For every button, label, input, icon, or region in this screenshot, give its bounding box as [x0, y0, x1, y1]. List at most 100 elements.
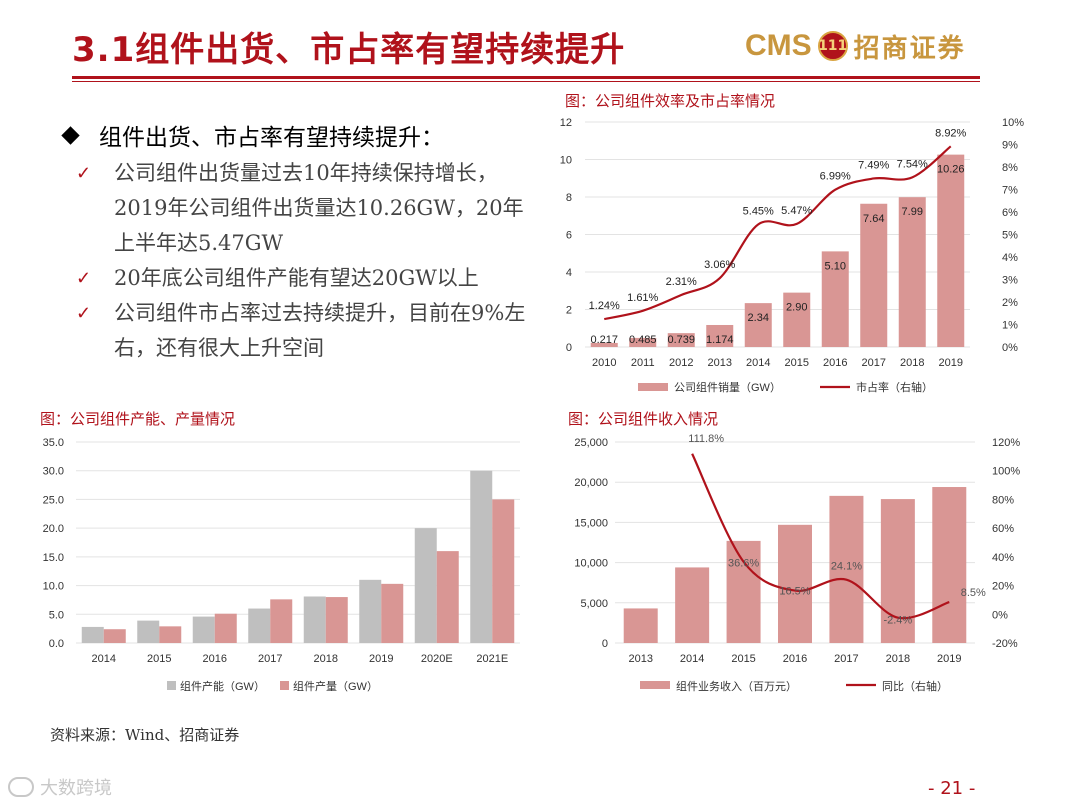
- x-tick-label: 2019: [369, 653, 393, 665]
- y-tick-label: 0: [602, 638, 608, 650]
- x-tick-label: 2013: [628, 653, 652, 665]
- x-tick-label: 2014: [746, 357, 770, 369]
- y2-tick-label: 3%: [1002, 275, 1018, 287]
- y2-tick-label: 8%: [1002, 162, 1018, 174]
- bar: [821, 251, 849, 347]
- data-label: 0.485: [629, 334, 657, 346]
- bar: [932, 487, 967, 643]
- line-data-label: 111.8%: [688, 433, 724, 445]
- list-item-text: 公司组件出货量过去10年持续保持增长，2019年公司组件出货量达10.26GW，…: [114, 161, 524, 255]
- data-label: 0.739: [667, 334, 695, 346]
- list-item-text: 公司组件市占率过去持续提升，目前在9%左右，还有很大上升空间: [114, 301, 526, 360]
- bar-capacity: [470, 470, 493, 643]
- x-tick-label: 2015: [785, 357, 809, 369]
- efficiency-share-chart: 0 2 4 6 8 10 12 0% 1% 2% 3% 4% 5% 6% 7% 8% 9% 10% 0.217 201…: [560, 117, 1024, 394]
- watermark-logo-icon: [8, 777, 34, 797]
- line-data-label: 3.06%: [704, 259, 735, 271]
- brand-logo: CMS 111 招商证券: [745, 26, 966, 66]
- line-data-label: 5.45%: [743, 205, 774, 217]
- diamond-bullet-icon: [61, 125, 80, 145]
- legend-label: 组件产量（GW）: [293, 679, 378, 693]
- y-tick-label: 25.0: [43, 494, 64, 506]
- line-data-label: 8.5%: [961, 587, 986, 599]
- line-data-label: 7.54%: [897, 158, 928, 170]
- series-line-yoy: [691, 453, 950, 620]
- y2-tick-label: 9%: [1002, 140, 1018, 152]
- list-item: ✓ 公司组件市占率过去持续提升，目前在9%左右，还有很大上升空间: [58, 296, 528, 366]
- y2-tick-label: 10%: [1002, 117, 1024, 129]
- x-tick-label: 2021E: [476, 653, 508, 665]
- bar-output: [436, 551, 459, 643]
- data-label: 0.217: [590, 334, 618, 346]
- y2-tick-label: -20%: [992, 638, 1018, 650]
- line-data-label: 16.5%: [779, 586, 810, 598]
- x-tick-label: 2018: [900, 357, 924, 369]
- bar: [778, 524, 812, 643]
- chart-title-capacity: 图：公司组件产能、产量情况: [40, 410, 236, 428]
- bar-capacity: [81, 626, 104, 643]
- y2-tick-label: 20%: [992, 581, 1014, 593]
- data-label: 2.90: [786, 302, 807, 314]
- line-data-label: 6.99%: [820, 171, 851, 183]
- key-points: 组件出货、市占率有望持续提升： ✓ 公司组件出货量过去10年持续保持增长，201…: [58, 118, 528, 366]
- y-tick-label: 25,000: [574, 437, 608, 449]
- line-data-label: 2.31%: [666, 276, 697, 288]
- data-label: 1.174: [706, 334, 734, 346]
- legend-swatch-output: [280, 681, 289, 690]
- legend-label: 市占率（右轴）: [856, 380, 933, 394]
- y2-tick-label: 40%: [992, 552, 1014, 564]
- bar: [590, 342, 618, 347]
- watermark-text: 大数跨境: [40, 778, 112, 799]
- y2-tick-label: 4%: [1002, 252, 1018, 264]
- logo-badge-icon: 111: [817, 31, 848, 61]
- x-tick-label: 2013: [708, 357, 732, 369]
- legend-label: 同比（右轴）: [882, 679, 948, 693]
- x-tick-label: 2017: [834, 653, 858, 665]
- list-item: ✓ 20年底公司组件产能有望达20GW以上: [58, 261, 528, 296]
- y2-tick-label: 7%: [1002, 185, 1018, 197]
- page-number: - 21 -: [928, 778, 976, 799]
- bar-capacity: [359, 579, 382, 643]
- bar-capacity: [303, 596, 326, 643]
- y2-tick-label: 0%: [992, 609, 1008, 621]
- y-tick-label: 0: [566, 342, 572, 354]
- y-tick-label: 20,000: [574, 477, 608, 489]
- y-tick-label: 30.0: [43, 466, 64, 478]
- data-label: 7.64: [863, 213, 884, 225]
- x-tick-label: 2016: [783, 653, 807, 665]
- x-tick-label: 2018: [886, 653, 910, 665]
- data-label: 10.26: [937, 164, 965, 176]
- line-data-label: -2.4%: [883, 615, 912, 627]
- revenue-chart: 0 5,000 10,000 15,000 20,000 25,000 -20% 0% 20% 4…: [574, 433, 1020, 693]
- list-item-text: 20年底公司组件产能有望达20GW以上: [114, 266, 479, 290]
- chart-title-efficiency: 图：公司组件效率及市占率情况: [565, 92, 776, 110]
- capacity-output-chart: 0.0 5.0 10.0 15.0 20.0 25.0 30.0 35.0 2014 2015 20…: [43, 437, 520, 693]
- bar: [623, 608, 658, 643]
- bar-capacity: [192, 616, 215, 643]
- y-tick-label: 4: [566, 267, 572, 279]
- x-tick-label: 2019: [937, 653, 961, 665]
- y-tick-label: 12: [560, 117, 572, 129]
- legend-swatch-bars: [640, 681, 670, 689]
- bar-output: [159, 626, 182, 643]
- bar: [675, 567, 710, 643]
- y2-tick-label: 120%: [992, 437, 1020, 449]
- watermark: 大数跨境: [8, 774, 112, 800]
- checkmark-icon: ✓: [76, 268, 92, 289]
- x-tick-label: 2018: [314, 653, 338, 665]
- x-tick-label: 2015: [731, 653, 755, 665]
- bar: [706, 324, 734, 347]
- y-tick-label: 0.0: [49, 638, 64, 650]
- y-tick-label: 15,000: [574, 517, 608, 529]
- y2-tick-label: 5%: [1002, 230, 1018, 242]
- x-tick-label: 2016: [823, 357, 847, 369]
- x-tick-label: 2020E: [421, 653, 453, 665]
- line-data-label: 36.6%: [728, 558, 759, 570]
- x-tick-label: 2011: [631, 357, 655, 369]
- x-tick-label: 2014: [92, 653, 116, 665]
- y-tick-label: 20.0: [43, 523, 64, 535]
- list-item: ✓ 公司组件出货量过去10年持续保持增长，2019年公司组件出货量达10.26G…: [58, 156, 528, 261]
- x-tick-label: 2015: [147, 653, 171, 665]
- bar: [898, 197, 926, 347]
- bar: [880, 499, 915, 643]
